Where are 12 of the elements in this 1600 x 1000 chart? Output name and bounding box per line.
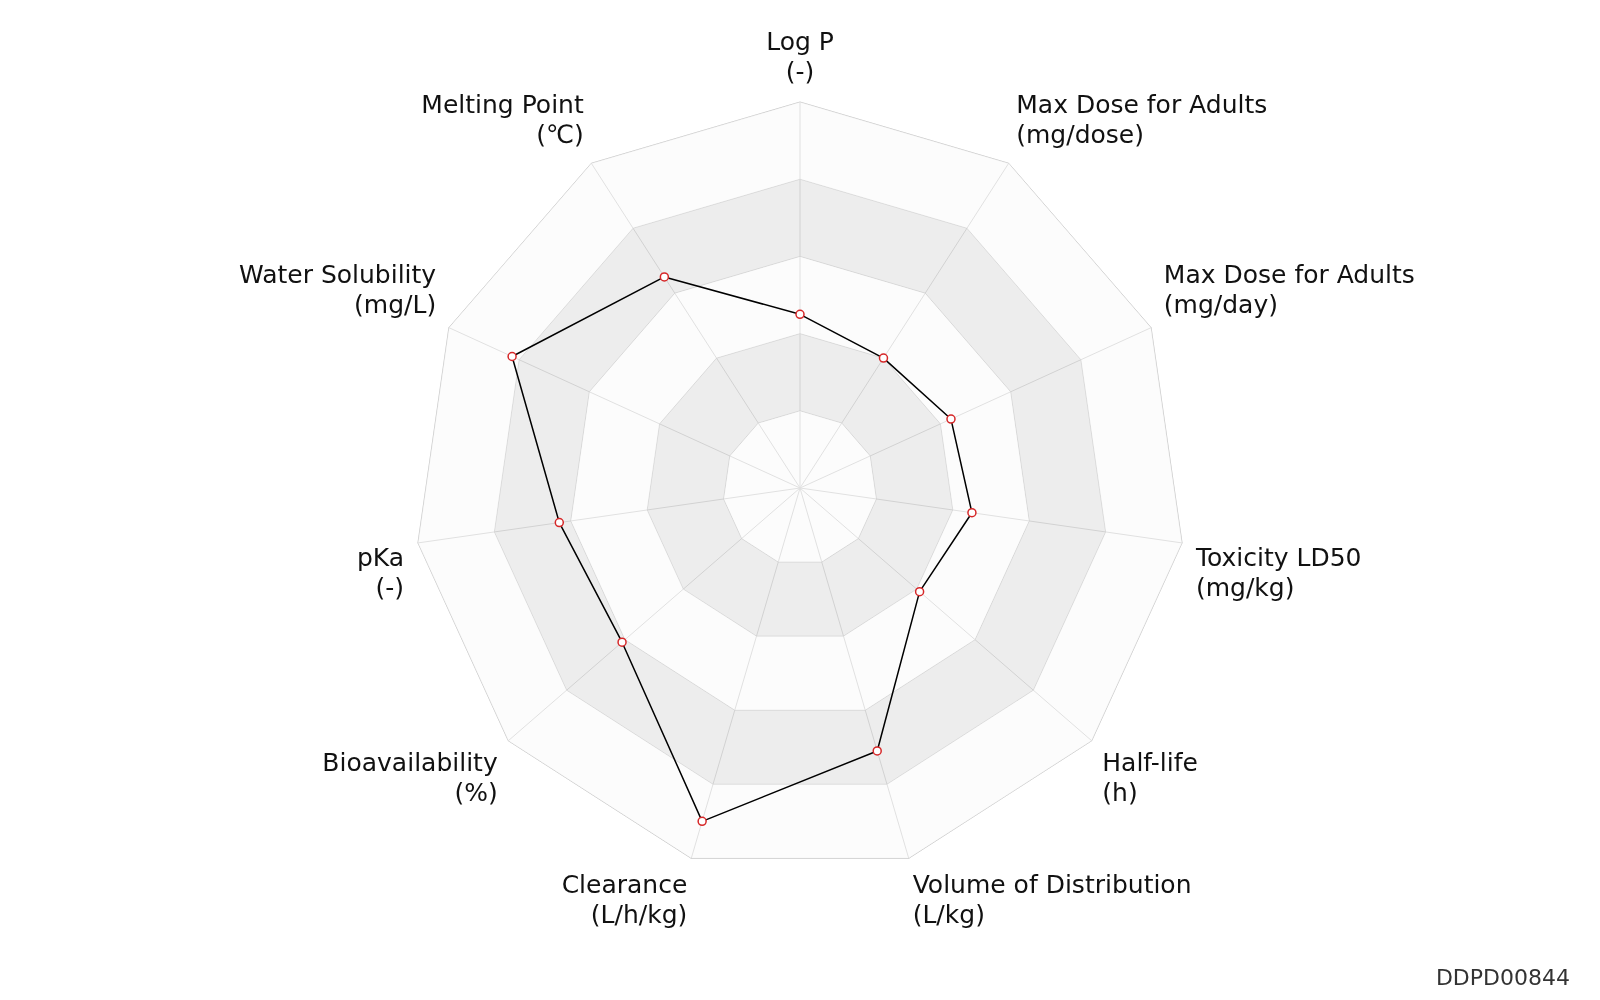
spoke-label: Log P (-)	[766, 26, 834, 86]
spoke-label: pKa (-)	[356, 543, 405, 603]
spoke-label: Max Dose for Adults (mg/day)	[1163, 260, 1415, 320]
spoke-label: Max Dose for Adults (mg/dose)	[1016, 90, 1268, 149]
spoke-label: Volume of Distribution (L/kg)	[912, 870, 1192, 930]
spoke-label: Melting Point (℃)	[421, 90, 584, 149]
spoke-label: Half-life (h)	[1102, 748, 1198, 808]
spoke-label: Water Solubility (mg/L)	[239, 260, 437, 320]
spoke-label: Toxicity LD50 (mg/kg)	[1194, 543, 1362, 603]
spoke-label: Bioavailability (%)	[322, 748, 498, 808]
text: DDPD00844	[1435, 965, 1570, 990]
spoke-label: Clearance (L/h/kg)	[561, 870, 688, 930]
